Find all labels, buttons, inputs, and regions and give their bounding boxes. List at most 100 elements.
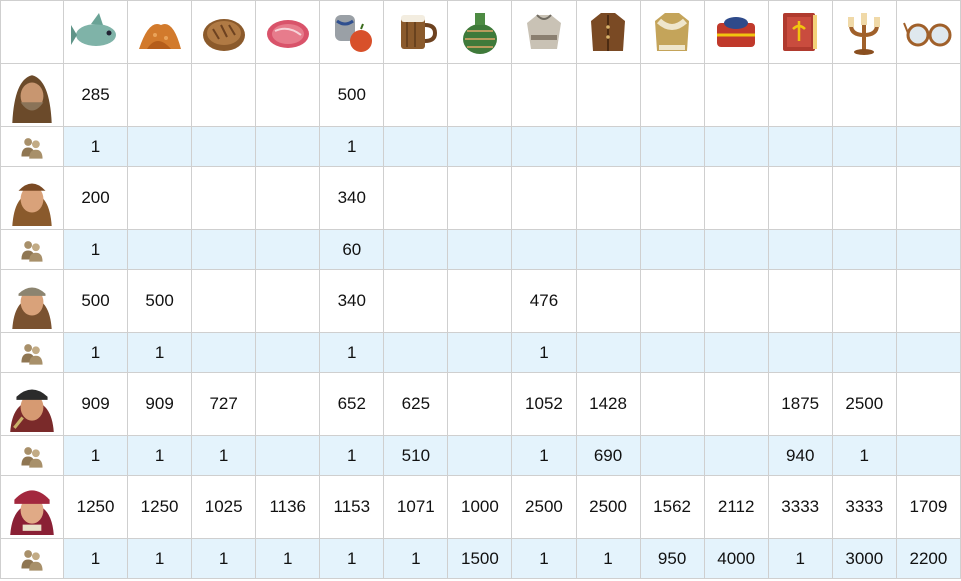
population-value [703,166,769,230]
ratio-value: 1 [831,435,897,476]
ratio-value: 1 [319,332,385,373]
population-value: 909 [62,372,129,436]
good-header-1 [127,0,193,64]
population-row: 200 340 [0,166,961,230]
population-value [767,166,833,230]
population-value [383,63,449,127]
population-value [383,166,449,230]
population-value [255,63,321,127]
ratio-value [767,126,833,167]
ratio-value [447,126,513,167]
ratio-value: 940 [767,435,833,476]
population-value [575,166,641,230]
population-value: 1250 [127,475,193,539]
ratio-value [447,332,513,373]
population-value: 2500 [511,475,577,539]
good-header-6 [447,0,513,64]
ratio-value [191,332,257,373]
tier-portrait-cell [0,475,64,539]
population-value: 200 [62,166,129,230]
ratio-value: 1 [62,126,129,167]
population-value [511,166,577,230]
ratio-value: 1 [62,538,129,579]
ratio-value: 1 [62,435,129,476]
population-value [895,166,961,230]
ratio-value: 3000 [831,538,897,579]
ratio-value: 1 [127,332,193,373]
ratio-value [895,435,961,476]
population-value: 1136 [255,475,321,539]
ratio-value: 1 [255,538,321,579]
population-value: 727 [191,372,257,436]
population-value: 652 [319,372,385,436]
ratio-value: 1 [127,435,193,476]
tier-portrait-cell [0,166,64,230]
ratio-value [191,126,257,167]
ratio-value: 1 [191,538,257,579]
brocade-icon [705,5,768,59]
ratio-row: 1 60 [0,229,961,270]
ratio-value [575,126,641,167]
population-value: 285 [62,63,129,127]
population-value [703,269,769,333]
ratio-value: 1 [127,538,193,579]
ratio-value: 4000 [703,538,769,579]
population-value [767,269,833,333]
linen-garments-icon [512,5,575,59]
good-header-9 [639,0,705,64]
population-value [639,269,705,333]
good-header-5 [383,0,449,64]
population-value: 2500 [831,372,897,436]
ratio-value [703,126,769,167]
good-header-13 [895,0,961,64]
ratio-value: 510 [383,435,449,476]
bread-icon [192,5,255,59]
population-value: 500 [127,269,193,333]
population-value: 1428 [575,372,641,436]
population-value [191,63,257,127]
ratio-value [703,435,769,476]
population-value: 500 [319,63,385,127]
population-value [895,372,961,436]
ratio-value [639,332,705,373]
good-header-8 [575,0,641,64]
ratio-icon-cell [0,332,64,373]
population-value: 2500 [575,475,641,539]
good-header-7 [511,0,577,64]
good-header-3 [255,0,321,64]
population-value [639,166,705,230]
ratio-value: 690 [575,435,641,476]
spice-icon [128,5,191,59]
population-value [575,269,641,333]
good-header-11 [767,0,833,64]
two-people-icon [1,338,63,368]
ratio-value [127,126,193,167]
fur-coat-icon [641,5,704,59]
ratio-value [639,435,705,476]
population-value: 1709 [895,475,961,539]
corner-cell [0,0,64,64]
population-value [703,63,769,127]
population-value [831,63,897,127]
population-value: 1562 [639,475,705,539]
population-value [895,63,961,127]
ratio-value: 1 [383,538,449,579]
ratio-value: 1 [319,126,385,167]
population-value [127,63,193,127]
ratio-value [255,126,321,167]
ratio-value [447,435,513,476]
population-value [127,166,193,230]
ratio-value: 2200 [895,538,961,579]
tier-portrait-cell [0,372,64,436]
population-value [447,63,513,127]
beer-icon [384,5,447,59]
ratio-value [831,332,897,373]
ratio-value [767,229,833,270]
good-header-0 [62,0,129,64]
population-row: 285 500 [0,63,961,127]
population-value: 1000 [447,475,513,539]
population-value: 3333 [831,475,897,539]
ratio-value [127,229,193,270]
population-value: 2112 [703,475,769,539]
